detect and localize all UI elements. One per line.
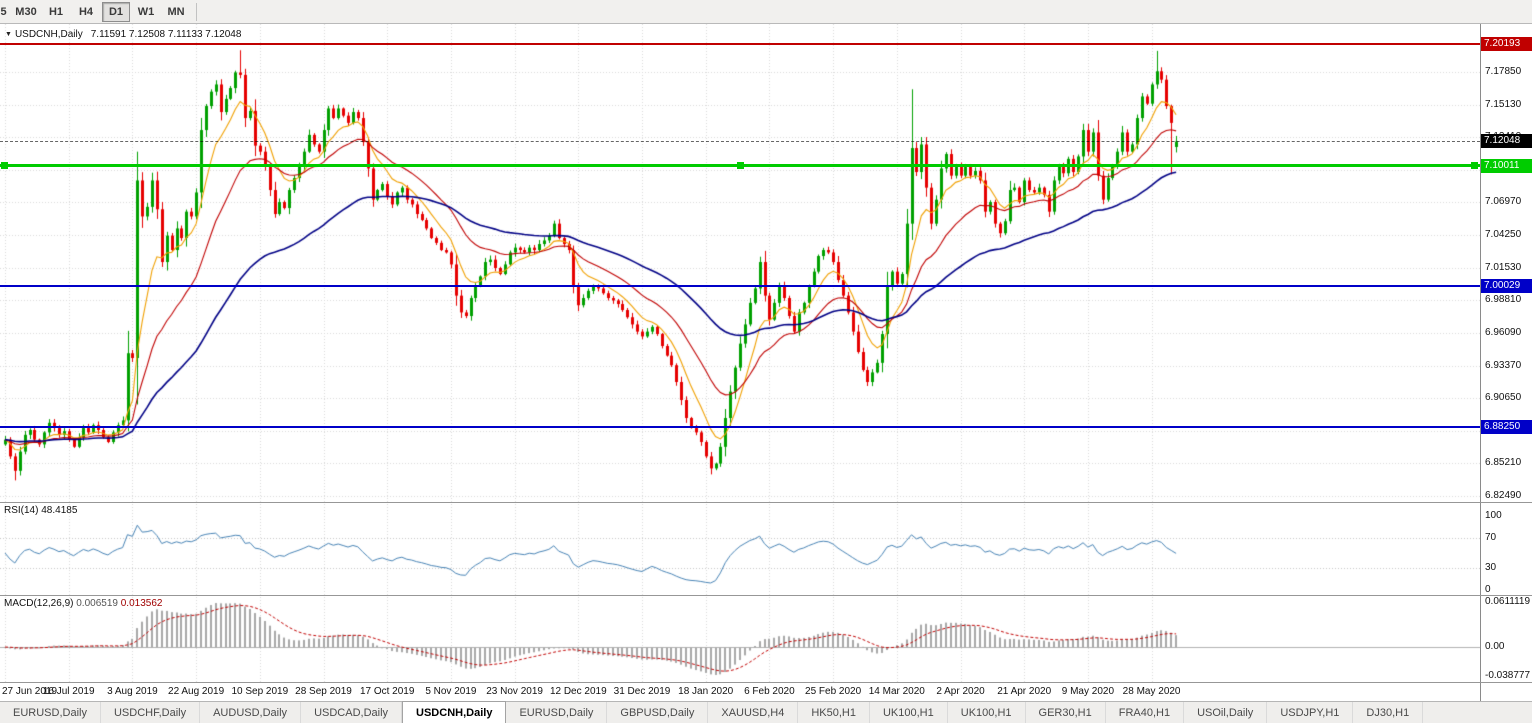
tab-uk100-h1[interactable]: UK100,H1 <box>870 702 948 723</box>
tab-bar: EURUSD,Daily USDCHF,Daily AUDUSD,Daily USDC… <box>0 701 1532 723</box>
panel-separator-macd[interactable] <box>0 595 1532 596</box>
macd-tick: 0.0611119 <box>1485 595 1531 607</box>
price-tick: 6.82490 <box>1485 490 1522 502</box>
price-tick: 6.90650 <box>1485 392 1522 404</box>
price-axis[interactable]: 7.178507.151307.124107.096907.069707.042… <box>1480 24 1532 701</box>
rsi-label: RSI(14) <box>4 505 39 516</box>
timeframe-button-h4[interactable]: H4 <box>78 5 94 18</box>
toolbar-separator <box>196 2 197 21</box>
date-label: 18 Jan 2020 <box>678 686 734 697</box>
ohlc-readout: 7.11591 7.12508 7.11133 7.12048 <box>90 29 242 40</box>
timeframe-button-w1[interactable]: W1 <box>137 5 155 18</box>
macd-value-signal: 0.013562 <box>120 598 163 609</box>
price-tick: 7.01530 <box>1485 261 1522 273</box>
price-tick: 7.06970 <box>1485 196 1522 208</box>
date-label: 10 Sep 2019 <box>231 686 289 697</box>
tab-eurusd-daily[interactable]: EURUSD,Daily <box>0 702 101 723</box>
macd-tick: 0.00 <box>1485 641 1505 653</box>
date-axis[interactable]: 27 Jun 2019 16 Jul 2019 3 Aug 2019 22 Aug 2… <box>0 682 1480 701</box>
timeframe-button-d1[interactable]: D1 <box>102 1 130 22</box>
hline-handle[interactable] <box>1 161 8 169</box>
panel-separator-rsi[interactable] <box>0 502 1532 503</box>
hline-pivot-blue-7000[interactable] <box>0 284 1480 287</box>
timeframe-button-m30[interactable]: M30 <box>15 5 37 18</box>
timeframe-button-mn[interactable]: MN <box>167 5 185 18</box>
tab-usdchf-daily[interactable]: USDCHF,Daily <box>101 702 201 723</box>
tab-fra40-h1[interactable]: FRA40,H1 <box>1106 702 1185 723</box>
price-badge-pivot-blue-7000: 7.00029 <box>1481 278 1532 293</box>
symbol-name: USDCNH,Daily <box>14 29 83 40</box>
tab-usoil-daily[interactable]: USOil,Daily <box>1184 702 1268 723</box>
rsi-value: 48.4185 <box>41 505 78 516</box>
date-label: 9 May 2020 <box>1061 686 1115 697</box>
date-label: 6 Feb 2020 <box>744 686 795 697</box>
macd-panel-label: MACD(12,26,9) 0.006519 0.013562 <box>4 598 162 609</box>
date-label: 25 Feb 2020 <box>805 686 862 697</box>
price-tick: 7.15130 <box>1485 98 1522 110</box>
macd-label: MACD(12,26,9) <box>4 598 74 609</box>
date-label: 17 Oct 2019 <box>359 686 415 697</box>
rsi-tick: 30 <box>1485 561 1497 573</box>
price-tick: 6.85210 <box>1485 457 1522 469</box>
timeframe-button-h1[interactable]: H1 <box>48 5 64 18</box>
date-label: 27 Jun 2019 <box>2 686 58 697</box>
symbol-info: ▼ USDCNH,Daily 7.11591 7.12508 7.11133 7.1… <box>5 29 241 40</box>
date-label: 31 Dec 2019 <box>613 686 671 697</box>
macd-value-main: 0.006519 <box>76 598 118 609</box>
tab-dj30-h1[interactable]: DJ30,H1 <box>1353 702 1424 723</box>
price-badge-support-blue-6882: 6.88250 <box>1481 420 1532 434</box>
price-tick: 6.96090 <box>1485 326 1522 338</box>
tab-ger30-h1[interactable]: GER30,H1 <box>1026 702 1106 723</box>
price-tick: 6.98810 <box>1485 294 1522 306</box>
price-tick: 6.93370 <box>1485 359 1522 371</box>
tab-usdjpy-h1[interactable]: USDJPY,H1 <box>1267 702 1354 723</box>
hline-support-blue-6882[interactable] <box>0 426 1480 428</box>
rsi-tick: 100 <box>1485 510 1502 521</box>
tab-uk100-h1[interactable]: UK100,H1 <box>948 702 1026 723</box>
date-label: 12 Dec 2019 <box>549 686 607 697</box>
tab-eurusd-daily[interactable]: EURUSD,Daily <box>506 702 608 723</box>
symbol-dropdown-icon[interactable]: ▼ <box>5 31 12 38</box>
rsi-tick: 70 <box>1485 532 1497 544</box>
last-price-line <box>0 141 1480 143</box>
date-label: 16 Jul 2019 <box>42 686 95 697</box>
hline-handle[interactable] <box>737 161 744 169</box>
price-badge-support-green: 7.10011 <box>1481 158 1532 173</box>
tab-hk50-h1[interactable]: HK50,H1 <box>798 702 870 723</box>
hline-handle[interactable] <box>1471 161 1478 169</box>
tab-usdcad-daily[interactable]: USDCAD,Daily <box>301 702 403 723</box>
date-label: 3 Aug 2019 <box>107 686 158 697</box>
tab-audusd-daily[interactable]: AUDUSD,Daily <box>200 702 302 723</box>
rsi-panel-label: RSI(14) 48.4185 <box>4 505 77 516</box>
timeframe-toolbar: 5 M30 H1 H4 D1 W1 MN <box>0 0 1532 24</box>
date-label: 2 Apr 2020 <box>936 686 985 697</box>
price-tick: 7.17850 <box>1485 65 1522 77</box>
date-label: 5 Nov 2019 <box>425 686 477 697</box>
tab-xauusd-h4[interactable]: XAUUSD,H4 <box>708 702 799 723</box>
date-label: 23 Nov 2019 <box>486 686 543 697</box>
macd-tick: -0.038777 <box>1485 669 1531 681</box>
chart-canvas[interactable] <box>0 24 1480 682</box>
date-label: 28 Sep 2019 <box>295 686 352 697</box>
date-label: 21 Apr 2020 <box>997 686 1052 697</box>
hline-resistance-red[interactable] <box>0 42 1480 45</box>
date-label: 14 Mar 2020 <box>868 686 925 697</box>
date-label: 28 May 2020 <box>1122 686 1181 697</box>
price-tick: 7.04250 <box>1485 229 1522 241</box>
tab-gbpusd-daily[interactable]: GBPUSD,Daily <box>607 702 709 723</box>
rsi-tick: 0 <box>1485 584 1491 595</box>
timeframe-button-5[interactable]: 5 <box>0 5 7 18</box>
price-badge-resistance-red: 7.20193 <box>1481 36 1532 51</box>
last-price-badge: 7.12048 <box>1481 134 1532 149</box>
date-label: 22 Aug 2019 <box>168 686 225 697</box>
tab-usdcnh-daily[interactable]: USDCNH,Daily <box>402 701 507 723</box>
date-axis-separator <box>0 682 1532 683</box>
